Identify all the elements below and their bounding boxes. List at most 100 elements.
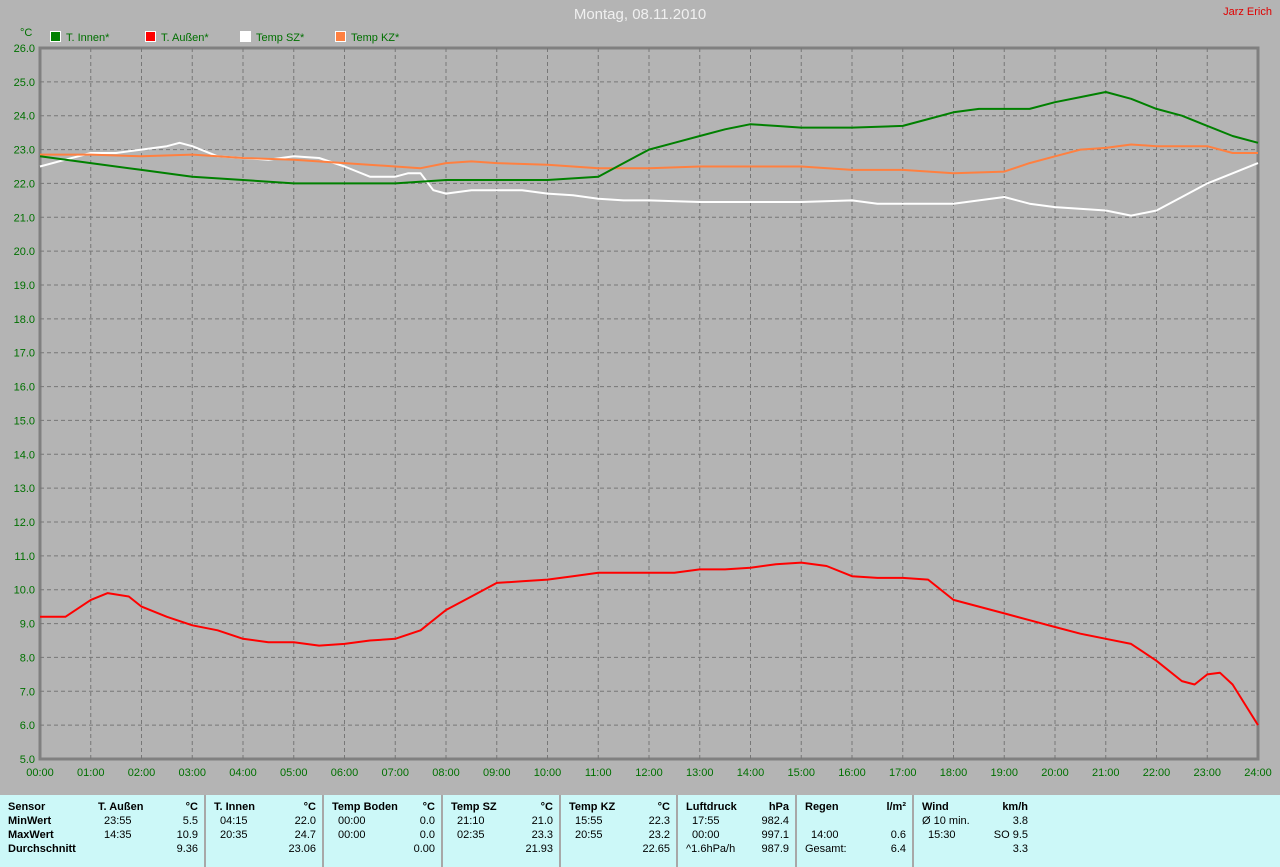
cell-time: 21:10 — [457, 815, 485, 827]
row-label: Durchschnitt — [8, 843, 76, 855]
x-tick-label: 19:00 — [990, 767, 1018, 779]
series-line-t-innen — [39, 91, 1259, 185]
y-tick-label: 22.0 — [14, 178, 35, 190]
legend-swatch — [145, 31, 156, 42]
cell-value: 0.00 — [413, 843, 435, 855]
x-tick-label: 05:00 — [280, 767, 308, 779]
x-tick-label: 09:00 — [483, 767, 511, 779]
column-header: T. Innen — [214, 801, 255, 813]
y-tick-label: 9.0 — [20, 619, 35, 631]
column-unit: °C — [540, 801, 553, 813]
x-tick-label: 20:00 — [1041, 767, 1069, 779]
column-header: Regen — [805, 801, 839, 813]
x-tick-label: 16:00 — [838, 767, 866, 779]
cell-time: Ø 10 min. — [922, 815, 970, 827]
statistics-table: Sensor MinWert MaxWert Durchschnitt T. Außen… — [0, 795, 1280, 867]
cell-time: 14:35 — [104, 829, 132, 841]
cell-value: 987.9 — [761, 843, 789, 855]
cell-value: 0.6 — [890, 829, 906, 841]
x-tick-label: 24:00 — [1244, 767, 1272, 779]
legend-swatch — [50, 31, 61, 42]
x-tick-label: 23:00 — [1193, 767, 1221, 779]
y-tick-label: 13.0 — [14, 483, 35, 495]
x-tick-label: 14:00 — [737, 767, 765, 779]
legend-label: T. Innen* — [66, 32, 110, 44]
y-tick-label: 26.0 — [14, 43, 35, 55]
x-tick-label: 17:00 — [889, 767, 917, 779]
legend-label: Temp KZ* — [351, 32, 400, 44]
cell-value: 3.8 — [1012, 815, 1028, 827]
cell-time: 02:35 — [457, 829, 485, 841]
cell-value: 23.3 — [531, 829, 553, 841]
cell-time: 15:55 — [575, 815, 603, 827]
column-wind: Wind km/h Ø 10 min. 3.8 15:30 SO 9.5 3.3 — [914, 795, 1034, 867]
x-tick-label: 13:00 — [686, 767, 714, 779]
y-tick-label: 8.0 — [20, 652, 35, 664]
cell-value: 10.9 — [176, 829, 198, 841]
x-tick-label: 15:00 — [787, 767, 815, 779]
y-tick-label: 14.0 — [14, 449, 35, 461]
cell-value: 21.0 — [531, 815, 553, 827]
author-label: Jarz Erich — [1223, 6, 1272, 18]
legend-item: Temp KZ* — [335, 31, 399, 44]
row-label: MinWert — [8, 815, 52, 827]
cell-value: 9.36 — [176, 843, 198, 855]
y-tick-label: 7.0 — [20, 686, 35, 698]
legend-swatch — [335, 31, 346, 42]
x-tick-label: 22:00 — [1143, 767, 1171, 779]
x-tick-label: 02:00 — [128, 767, 156, 779]
cell-time: 04:15 — [220, 815, 248, 827]
cell-value: 5.5 — [182, 815, 198, 827]
row-labels: Sensor MinWert MaxWert Durchschnitt — [0, 795, 90, 867]
y-tick-label: 24.0 — [14, 111, 35, 123]
y-tick-label: 11.0 — [14, 551, 35, 563]
x-tick-label: 00:00 — [26, 767, 54, 779]
row-label: MaxWert — [8, 829, 54, 841]
y-tick-label: 16.0 — [14, 382, 35, 394]
cell-time: 00:00 — [338, 815, 366, 827]
x-tick-label: 10:00 — [534, 767, 562, 779]
cell-time: 00:00 — [692, 829, 720, 841]
y-tick-label: 18.0 — [14, 314, 35, 326]
y-tick-label: 10.0 — [14, 585, 35, 597]
cell-value: 23.06 — [288, 843, 316, 855]
plot-area — [38, 46, 1260, 761]
cell-value: 3.3 — [1012, 843, 1028, 855]
cell-value: 24.7 — [294, 829, 316, 841]
cell-value: SO 9.5 — [993, 829, 1028, 841]
cell-value: 22.0 — [294, 815, 316, 827]
y-tick-label: 15.0 — [14, 415, 35, 427]
cell-value: 997.1 — [761, 829, 789, 841]
column-unit: °C — [303, 801, 316, 813]
y-tick-label: 19.0 — [14, 280, 35, 292]
cell-value: 0.0 — [419, 829, 435, 841]
legend-label: T. Außen* — [161, 32, 209, 44]
legend-item: Temp SZ* — [240, 31, 304, 44]
cell-time: 00:00 — [338, 829, 366, 841]
legend-item: T. Außen* — [145, 31, 209, 44]
column-header: Temp KZ — [569, 801, 616, 813]
cell-value: 21.93 — [525, 843, 553, 855]
column-header: Luftdruck — [686, 801, 737, 813]
y-tick-label: 17.0 — [14, 348, 35, 360]
x-tick-label: 04:00 — [229, 767, 257, 779]
cell-value: 982.4 — [761, 815, 789, 827]
cell-time: 20:55 — [575, 829, 603, 841]
cell-value: 22.3 — [648, 815, 670, 827]
y-axis-unit: °C — [20, 27, 32, 39]
cell-time: 17:55 — [692, 815, 720, 827]
cell-time: Gesamt: — [805, 843, 847, 855]
cell-time: 15:30 — [928, 829, 956, 841]
cell-value: 0.0 — [419, 815, 435, 827]
y-tick-label: 25.0 — [14, 77, 35, 89]
cell-time: 23:55 — [104, 815, 132, 827]
series-line-temp-sz — [39, 141, 1259, 217]
cell-value: 6.4 — [890, 843, 906, 855]
legend-swatch — [240, 31, 251, 42]
column-temp-kz: Temp KZ °C 15:55 22.3 20:55 23.2 22.65 — [561, 795, 678, 867]
y-tick-label: 20.0 — [14, 246, 35, 258]
column-temp-sz: Temp SZ °C 21:10 21.0 02:35 23.3 21.93 — [443, 795, 561, 867]
column-t-au-en: T. Außen °C 23:55 5.5 14:35 10.9 9.36 — [90, 795, 206, 867]
column-t-innen: T. Innen °C 04:15 22.0 20:35 24.7 23.06 — [206, 795, 324, 867]
column-header: Temp SZ — [451, 801, 497, 813]
